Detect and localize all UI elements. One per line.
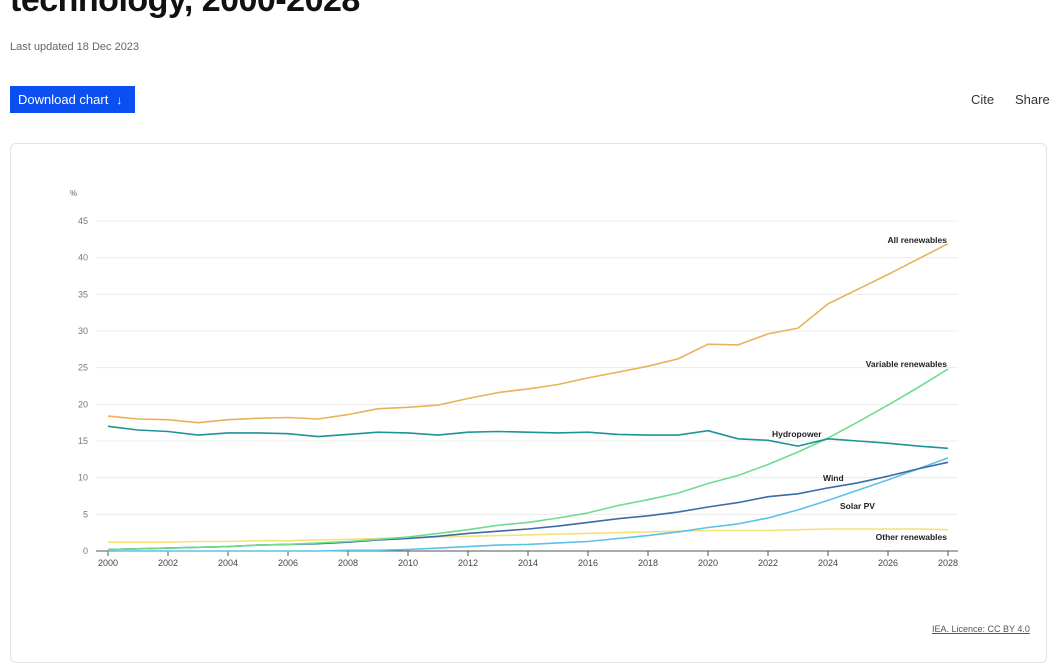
chart-card [10, 143, 1047, 663]
x-tick-label: 2006 [278, 558, 298, 568]
series-label-all-renewables: All renewables [887, 235, 947, 245]
series-line-hydropower [107, 425, 949, 450]
arrow-down-icon: ↓ [116, 92, 123, 107]
series-line-wind [107, 461, 949, 551]
x-tick-label: 2018 [638, 558, 658, 568]
x-tick-label: 2004 [218, 558, 238, 568]
y-tick-label: 5 [83, 509, 88, 519]
series-line-variable-renewables [107, 368, 949, 551]
x-tick-label: 2020 [698, 558, 718, 568]
last-updated: Last updated 18 Dec 2023 [10, 41, 140, 53]
y-tick-label: 0 [83, 546, 88, 556]
y-axis-unit-label: % [70, 189, 77, 198]
licence-link[interactable]: IEA. Licence: CC BY 4.0 [932, 624, 1030, 634]
y-tick-label: 45 [78, 216, 88, 226]
series-line-other-renewables [108, 528, 949, 544]
series-label-other-renewables: Other renewables [876, 532, 948, 542]
x-tick-label: 2028 [938, 558, 958, 568]
series-label-hydropower: Hydropower [772, 429, 822, 439]
series-line-all-renewables [107, 242, 949, 424]
x-tick-label: 2010 [398, 558, 418, 568]
x-tick-label: 2002 [158, 558, 178, 568]
x-tick-label: 2026 [878, 558, 898, 568]
x-tick-label: 2012 [458, 558, 478, 568]
x-tick-label: 2008 [338, 558, 358, 568]
y-tick-label: 35 [78, 289, 88, 299]
y-tick-label: 20 [78, 399, 88, 409]
x-tick-label: 2014 [518, 558, 538, 568]
page-title: technology, 2000-2028 [10, 0, 360, 19]
series-line-solar-pv [108, 457, 949, 552]
x-tick-label: 2016 [578, 558, 598, 568]
x-tick-label: 2024 [818, 558, 838, 568]
y-tick-label: 10 [78, 473, 88, 483]
share-link[interactable]: Share [1015, 92, 1050, 107]
y-tick-label: 40 [78, 253, 88, 263]
series-label-variable-renewables: Variable renewables [866, 359, 948, 369]
download-chart-button[interactable]: Download chart ↓ [10, 86, 135, 113]
series-label-wind: Wind [823, 473, 844, 483]
x-tick-label: 2022 [758, 558, 778, 568]
x-tick-label: 2000 [98, 558, 118, 568]
y-tick-label: 30 [78, 326, 88, 336]
line-chart: % 0 5 10 15 20 25 30 35 40 45 2000 2002 2004 2006 2008 2… [70, 189, 958, 568]
y-tick-label: 25 [78, 363, 88, 373]
download-chart-label: Download chart [18, 92, 109, 107]
cite-link[interactable]: Cite [971, 92, 995, 107]
series-label-solar-pv: Solar PV [840, 501, 875, 511]
y-tick-label: 15 [78, 436, 88, 446]
